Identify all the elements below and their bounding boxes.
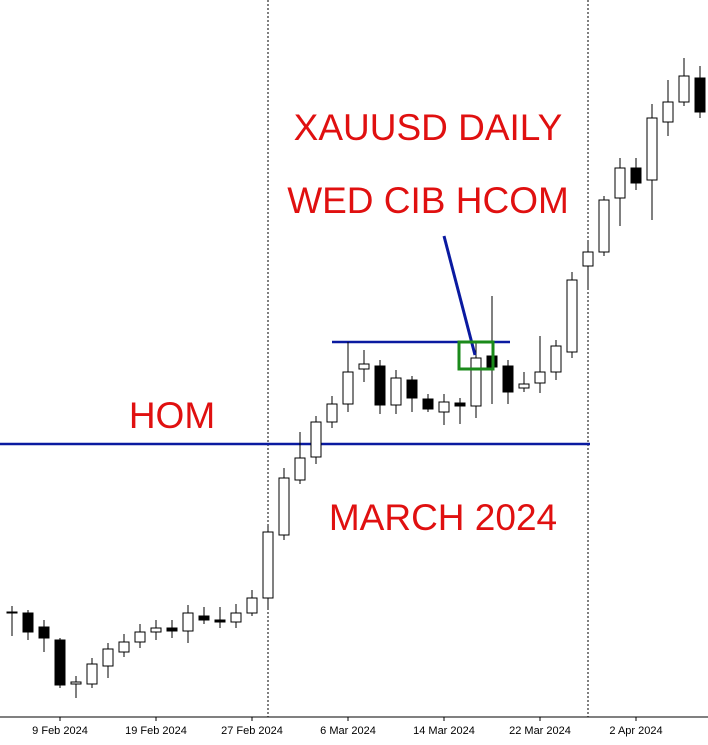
candle-body xyxy=(694,77,706,113)
candle-body xyxy=(70,681,82,685)
candle-body xyxy=(502,365,514,393)
candle-body xyxy=(86,663,98,685)
x-tick-label: 27 Feb 2024 xyxy=(221,725,283,737)
candle-body xyxy=(6,611,18,614)
candle-body xyxy=(54,639,66,686)
candle-body xyxy=(230,612,242,623)
candle-body xyxy=(374,365,386,406)
candle-body xyxy=(678,75,690,103)
candle-body xyxy=(294,457,306,481)
candle-body xyxy=(470,357,482,407)
candle-body xyxy=(214,619,226,623)
candle-body xyxy=(550,345,562,373)
candle-body xyxy=(22,612,34,633)
x-tick-label: 19 Feb 2024 xyxy=(125,725,187,737)
candle-body xyxy=(598,199,610,253)
candle-body xyxy=(278,477,290,536)
pointer-arrow xyxy=(442,235,477,356)
x-tick-label: 6 Mar 2024 xyxy=(320,725,376,737)
candle-body xyxy=(566,279,578,353)
candle-body xyxy=(38,626,50,639)
candle-body xyxy=(102,648,114,667)
candle-body xyxy=(406,379,418,399)
highlight-box xyxy=(457,340,495,371)
x-tick-label: 9 Feb 2024 xyxy=(32,725,88,737)
candle-body xyxy=(182,612,194,632)
x-tick-label: 22 Mar 2024 xyxy=(509,725,571,737)
candle-body xyxy=(454,402,466,407)
annotation: WED CIB HCOM xyxy=(287,180,569,221)
candle-body xyxy=(390,377,402,406)
x-tick-label: 2 Apr 2024 xyxy=(609,725,662,737)
candle-body xyxy=(310,421,322,458)
candle-body xyxy=(582,251,594,267)
candle-body xyxy=(614,167,626,199)
candle-body xyxy=(630,167,642,184)
candle-body xyxy=(198,615,210,621)
candle-body xyxy=(262,531,274,599)
candle-body xyxy=(662,101,674,123)
candle-body xyxy=(118,641,130,653)
candle-body xyxy=(534,371,546,384)
x-tick-label: 14 Mar 2024 xyxy=(413,725,475,737)
candle-body xyxy=(134,631,146,643)
annotation: HOM xyxy=(129,395,215,436)
annotation: MARCH 2024 xyxy=(329,497,557,538)
candle-body xyxy=(358,363,370,370)
candle-body xyxy=(326,403,338,423)
candle-body xyxy=(246,597,258,614)
annotation: XAUUSD DAILY xyxy=(294,107,563,148)
candle-body xyxy=(518,383,530,389)
candle-body xyxy=(342,371,354,405)
candle-body xyxy=(150,627,162,633)
candle-body xyxy=(438,401,450,413)
candle-body xyxy=(422,398,434,410)
candle-body xyxy=(646,117,658,181)
candle-body xyxy=(166,627,178,632)
